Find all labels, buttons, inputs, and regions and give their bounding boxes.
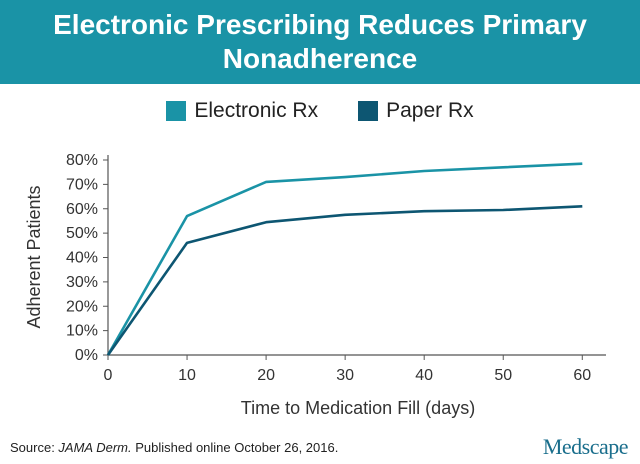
x-axis-label: Time to Medication Fill (days) — [241, 398, 475, 418]
y-axis-label: Adherent Patients — [24, 185, 44, 328]
source-note: Source: JAMA Derm. Published online Octo… — [10, 440, 338, 455]
x-tick-label: 50 — [494, 367, 512, 384]
source-journal: JAMA Derm. — [58, 440, 132, 455]
x-tick-label: 10 — [178, 367, 196, 384]
y-tick-label: 40% — [66, 250, 98, 267]
y-tick-label: 50% — [66, 225, 98, 242]
x-tick-label: 30 — [336, 367, 354, 384]
legend-item-electronic: Electronic Rx — [166, 99, 318, 123]
series-layer — [106, 162, 583, 356]
series-line-electronic-rx — [106, 162, 583, 356]
y-tick-label: 10% — [66, 323, 98, 340]
x-tick-label: 40 — [415, 367, 433, 384]
legend-item-paper: Paper Rx — [358, 99, 474, 123]
legend-label-paper: Paper Rx — [386, 99, 474, 122]
x-tick-label: 60 — [573, 367, 591, 384]
tick-labels: 0% 10% 20% 30% 40% 50% 60% 70% 80% 0 10 20 30 40 50 60 — [66, 152, 591, 384]
y-tick-label: 20% — [66, 298, 98, 315]
line-chart: 0%10%20%30%40%50%60%70%80%0 10 20 30 40 50 60 … — [24, 152, 606, 418]
legend: Electronic Rx Paper Rx — [0, 99, 640, 123]
x-tick-label: 20 — [257, 367, 275, 384]
legend-swatch-electronic — [166, 101, 187, 121]
source-prefix: Source: — [10, 440, 59, 455]
y-tick-label: 30% — [66, 274, 98, 291]
legend-swatch-paper — [358, 101, 379, 121]
y-tick-label: 0% — [75, 347, 98, 364]
y-tick-label: 80% — [66, 152, 98, 169]
y-tick-label: 60% — [66, 201, 98, 218]
legend-label-electronic: Electronic Rx — [194, 99, 319, 122]
axes — [103, 155, 606, 360]
x-tick-label: 0 — [104, 367, 113, 384]
source-rest: Published online October 26, 2016. — [131, 440, 339, 455]
chart-title: Electronic Prescribing Reduces Primary N… — [53, 9, 587, 74]
footer: Source: JAMA Derm. Published online Octo… — [0, 430, 640, 464]
y-tick-label: 70% — [66, 176, 98, 193]
medscape-logo: Medscape — [542, 434, 629, 459]
title-banner: Electronic Prescribing Reduces Primary N… — [0, 0, 640, 84]
